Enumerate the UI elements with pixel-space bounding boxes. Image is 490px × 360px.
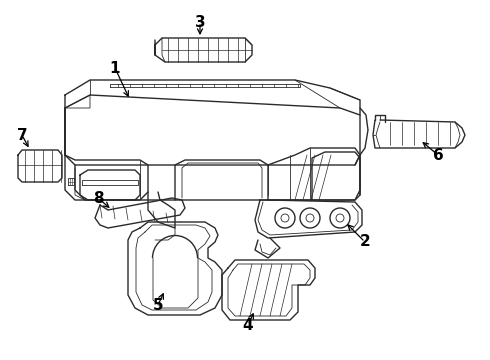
Text: 8: 8 xyxy=(93,190,103,206)
Text: 1: 1 xyxy=(110,60,120,76)
Text: 7: 7 xyxy=(17,127,27,143)
Text: 6: 6 xyxy=(433,148,443,162)
Text: 4: 4 xyxy=(243,318,253,333)
Text: 2: 2 xyxy=(360,234,370,249)
Text: 3: 3 xyxy=(195,14,205,30)
Text: 5: 5 xyxy=(153,297,163,312)
